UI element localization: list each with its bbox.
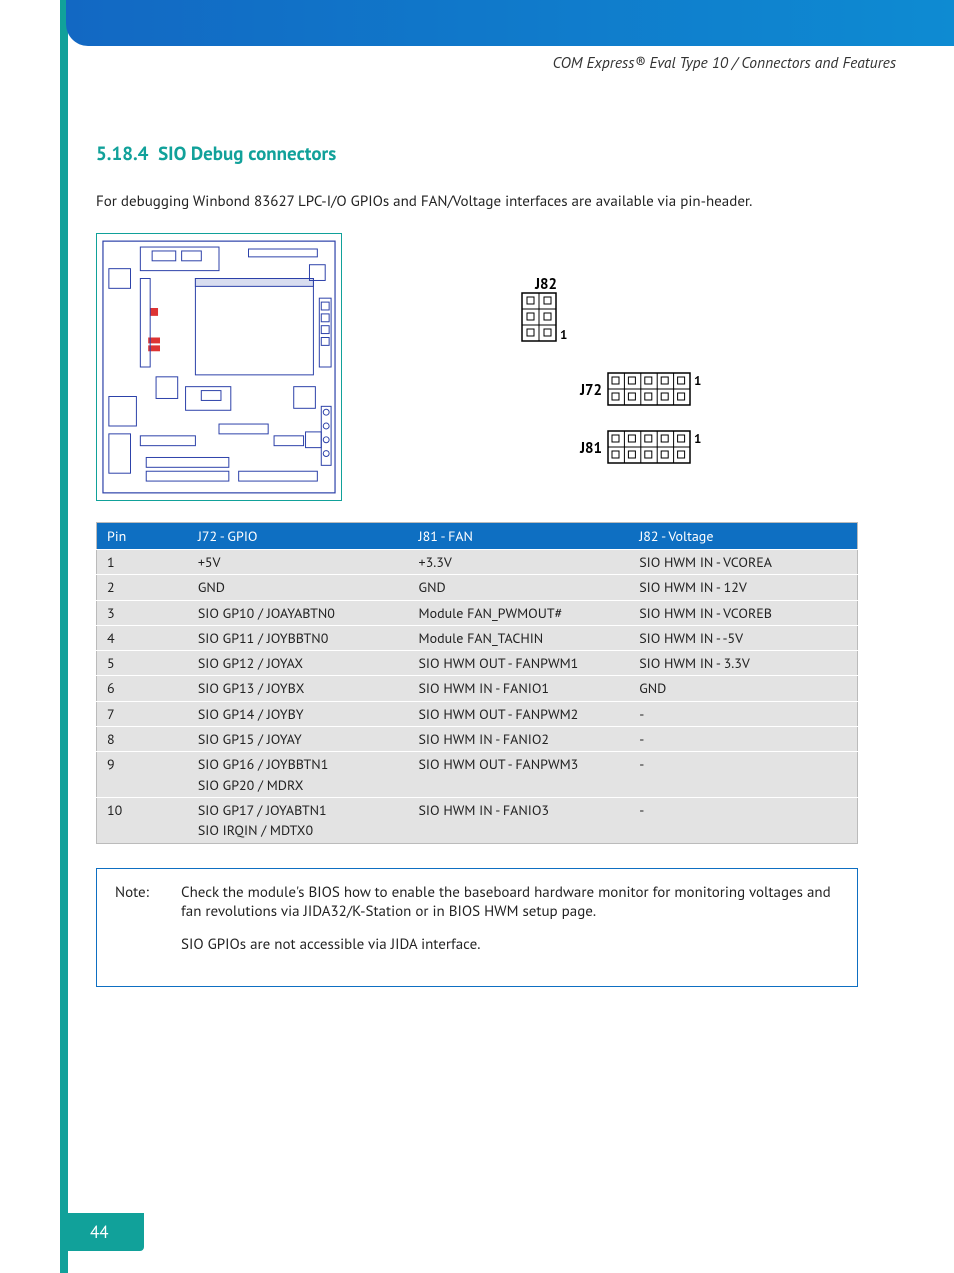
table-cell: SIO GP12 / JOYAX bbox=[188, 651, 409, 676]
table-cell: - bbox=[629, 797, 857, 843]
intro-paragraph: For debugging Winbond 83627 LPC-I/O GPIO… bbox=[96, 192, 858, 211]
note-spacer bbox=[115, 935, 163, 954]
table-row: 8SIO GP15 / JOYAYSIO HWM IN - FANIO2- bbox=[97, 727, 858, 752]
page-footer: 44 bbox=[60, 1213, 144, 1251]
table-row: 9SIO GP16 / JOYBBTN1SIO GP20 / MDRXSIO H… bbox=[97, 752, 858, 798]
table-cell: 4 bbox=[97, 625, 188, 650]
table-cell: SIO HWM OUT - FANPWM1 bbox=[409, 651, 630, 676]
svg-text:1: 1 bbox=[694, 372, 701, 389]
table-cell: SIO GP17 / JOYABTN1SIO IRQIN / MDTX0 bbox=[188, 797, 409, 843]
top-banner bbox=[66, 0, 954, 46]
table-cell: SIO HWM IN - FANIO3 bbox=[409, 797, 630, 843]
table-cell: SIO HWM IN - -5V bbox=[629, 625, 857, 650]
svg-text:J72: J72 bbox=[579, 381, 602, 400]
col-j72: J72 - GPIO bbox=[188, 523, 409, 550]
table-row: 2GNDGNDSIO HWM IN - 12V bbox=[97, 575, 858, 600]
table-cell: SIO GP15 / JOYAY bbox=[188, 727, 409, 752]
table-cell: SIO GP13 / JOYBX bbox=[188, 676, 409, 701]
table-row: 6SIO GP13 / JOYBXSIO HWM IN - FANIO1GND bbox=[97, 676, 858, 701]
pin-table: Pin J72 - GPIO J81 - FAN J82 - Voltage 1… bbox=[96, 522, 858, 844]
table-cell: 6 bbox=[97, 676, 188, 701]
table-cell: Module FAN_PWMOUT# bbox=[409, 600, 630, 625]
table-cell: 9 bbox=[97, 752, 188, 798]
table-cell: SIO HWM IN - FANIO1 bbox=[409, 676, 630, 701]
board-layout-diagram bbox=[96, 233, 342, 501]
note-text-2: SIO GPIOs are not accessible via JIDA in… bbox=[181, 935, 480, 954]
table-cell: SIO HWM IN - FANIO2 bbox=[409, 727, 630, 752]
page: COM Express® Eval Type 10 / Connectors a… bbox=[0, 0, 954, 1273]
table-cell: 3 bbox=[97, 600, 188, 625]
col-j81: J81 - FAN bbox=[409, 523, 630, 550]
section-number: 5.18.4 bbox=[96, 142, 148, 166]
board-svg bbox=[101, 238, 337, 496]
col-pin: Pin bbox=[97, 523, 188, 550]
table-row: 7SIO GP14 / JOYBYSIO HWM OUT - FANPWM2- bbox=[97, 701, 858, 726]
table-cell: SIO HWM IN - VCOREB bbox=[629, 600, 857, 625]
note-box: Note: Check the module's BIOS how to ena… bbox=[96, 868, 858, 987]
table-row: 10SIO GP17 / JOYABTN1SIO IRQIN / MDTX0SI… bbox=[97, 797, 858, 843]
table-cell: SIO HWM OUT - FANPWM3 bbox=[409, 752, 630, 798]
svg-text:1: 1 bbox=[560, 326, 567, 343]
table-cell: 2 bbox=[97, 575, 188, 600]
table-cell: 8 bbox=[97, 727, 188, 752]
table-cell: 5 bbox=[97, 651, 188, 676]
j82-label: J82 bbox=[534, 275, 557, 294]
table-cell: +5V bbox=[188, 550, 409, 575]
content-area: 5.18.4 SIO Debug connectors For debuggin… bbox=[96, 142, 858, 987]
table-cell: - bbox=[629, 727, 857, 752]
connectors-svg: J82 1 bbox=[402, 233, 858, 501]
table-cell: SIO GP16 / JOYBBTN1SIO GP20 / MDRX bbox=[188, 752, 409, 798]
table-row: 5SIO GP12 / JOYAXSIO HWM OUT - FANPWM1SI… bbox=[97, 651, 858, 676]
table-cell: SIO HWM IN - 3.3V bbox=[629, 651, 857, 676]
table-row: 3SIO GP10 / JOAYABTN0Module FAN_PWMOUT#S… bbox=[97, 600, 858, 625]
table-cell: SIO GP10 / JOAYABTN0 bbox=[188, 600, 409, 625]
note-text-1: Check the module's BIOS how to enable th… bbox=[181, 883, 839, 921]
table-header: Pin J72 - GPIO J81 - FAN J82 - Voltage bbox=[97, 523, 858, 550]
table-cell: GND bbox=[409, 575, 630, 600]
left-accent-bar bbox=[60, 0, 68, 1273]
table-cell: SIO HWM IN - 12V bbox=[629, 575, 857, 600]
table-row: 1+5V+3.3VSIO HWM IN - VCOREA bbox=[97, 550, 858, 575]
table-cell: GND bbox=[188, 575, 409, 600]
table-cell: 7 bbox=[97, 701, 188, 726]
page-number: 44 bbox=[90, 1221, 109, 1243]
table-cell: SIO HWM OUT - FANPWM2 bbox=[409, 701, 630, 726]
svg-text:1: 1 bbox=[694, 430, 701, 447]
table-cell: 1 bbox=[97, 550, 188, 575]
col-j82: J82 - Voltage bbox=[629, 523, 857, 550]
table-cell: - bbox=[629, 701, 857, 726]
table-cell: SIO GP14 / JOYBY bbox=[188, 701, 409, 726]
table-cell: SIO HWM IN - VCOREA bbox=[629, 550, 857, 575]
connector-diagrams: J82 1 bbox=[402, 233, 858, 506]
breadcrumb: COM Express® Eval Type 10 / Connectors a… bbox=[553, 53, 896, 73]
table-cell: GND bbox=[629, 676, 857, 701]
section-heading: 5.18.4 SIO Debug connectors bbox=[96, 142, 858, 166]
table-cell: Module FAN_TACHIN bbox=[409, 625, 630, 650]
note-label: Note: bbox=[115, 883, 163, 921]
svg-text:J81: J81 bbox=[579, 439, 602, 458]
table-cell: +3.3V bbox=[409, 550, 630, 575]
table-cell: 10 bbox=[97, 797, 188, 843]
table-row: 4SIO GP11 / JOYBBTN0Module FAN_TACHINSIO… bbox=[97, 625, 858, 650]
diagram-row: J82 1 bbox=[96, 233, 858, 506]
table-cell: - bbox=[629, 752, 857, 798]
table-cell: SIO GP11 / JOYBBTN0 bbox=[188, 625, 409, 650]
table-body: 1+5V+3.3VSIO HWM IN - VCOREA2GNDGNDSIO H… bbox=[97, 550, 858, 844]
section-title-text: SIO Debug connectors bbox=[158, 142, 336, 166]
